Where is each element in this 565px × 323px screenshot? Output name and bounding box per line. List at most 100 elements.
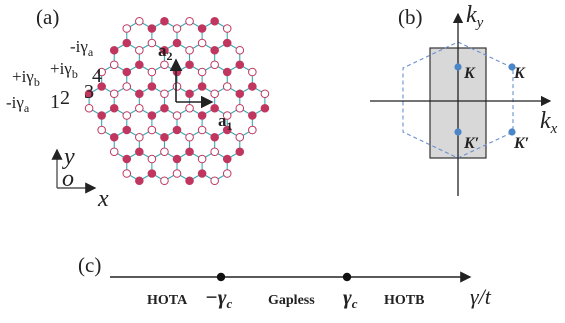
lattice-site-circle [185, 132, 194, 142]
lattice-site-circle [210, 89, 219, 99]
lattice-site-circle [160, 45, 169, 55]
lattice-site-circle [222, 82, 232, 91]
lattice-site-circle [197, 125, 207, 135]
lattice-site-circle [210, 176, 219, 186]
lattice-site-circle [135, 60, 144, 70]
coupling-label-top: -iγa [70, 37, 94, 59]
lattice-site-circle [185, 147, 194, 157]
k-point-outer-top [508, 63, 516, 71]
lattice-site-circle [185, 103, 194, 113]
k-point-inner-top [454, 63, 462, 71]
lattice-site-circle [147, 82, 157, 91]
phase-label-hotb: HOTB [384, 293, 424, 308]
site-number-3: 3 [84, 81, 94, 103]
lattice-site-circle [197, 82, 207, 91]
lattice-site-circle [197, 24, 207, 33]
lattice-site-circle [185, 176, 194, 186]
lattice-site-circle [185, 60, 194, 70]
lattice-site-circle [135, 103, 144, 113]
lattice-site-circle [147, 125, 157, 135]
tick-label-minus-gamma-c: −γc [205, 285, 232, 311]
lattice-site-circle [97, 125, 106, 135]
lattice-site-circle [135, 45, 144, 55]
k-prime-label-inner: K′ [463, 135, 479, 152]
lattice-site-circle [260, 89, 270, 99]
k-point-label-outer: K [513, 65, 526, 82]
lattice-site-circle [185, 89, 194, 99]
lattice-site-circle [135, 89, 144, 99]
lattice-site-circle [122, 169, 132, 178]
lattice-site-circle [160, 132, 169, 142]
axis-y-label: y [62, 144, 75, 170]
lattice-site-circle [160, 103, 169, 113]
lattice-site-circle [222, 154, 232, 164]
lattice-site-circle [235, 103, 245, 113]
phase-label-gapless: Gapless [268, 293, 315, 308]
lattice-site-circle [109, 89, 119, 99]
kx-axis-label: kx [540, 108, 558, 137]
lattice-site-circle [97, 111, 106, 120]
coupling-label-left-upper: +iγb [12, 67, 40, 89]
panel-b-label: (b) [398, 5, 423, 29]
k-prime-point-inner [454, 128, 462, 136]
lattice-site-circle [122, 67, 132, 77]
lattice-site-circle [122, 82, 132, 91]
vector-a2-label: a2 [158, 41, 173, 63]
lattice-site-circle [109, 60, 119, 70]
lattice-site-circle [210, 45, 219, 55]
lattice-site-circle [222, 24, 232, 33]
lattice-site-circle [222, 169, 232, 178]
lattice-site-circle [248, 67, 257, 77]
lattice-site-circle [197, 169, 207, 178]
lattice-site-circle [109, 45, 119, 55]
coupling-label-left-lower: -iγa [6, 93, 30, 115]
lattice-site-circle [147, 111, 157, 120]
lattice-site-circle [97, 67, 106, 77]
lattice-site-circle [248, 111, 257, 120]
lattice-site-circle [248, 82, 257, 91]
panel-c-label: (c) [78, 253, 101, 277]
lattice-site-circle [222, 67, 232, 77]
lattice-site-circle [172, 24, 182, 33]
lattice-site-circle [160, 16, 169, 26]
panel-c: (c) HOTA −γc Gapless γc HOTB γ/t [78, 253, 492, 311]
coupling-label-mid: +iγb [50, 59, 78, 81]
lattice-site-circle [109, 147, 119, 157]
lattice-site-circle [122, 38, 132, 48]
lattice-site-circle [147, 67, 157, 77]
lattice-site-circle [97, 82, 106, 91]
lattice-site-circle [185, 16, 194, 26]
lattice-site-circle [84, 89, 94, 99]
lattice-site-circle [147, 169, 157, 178]
critical-point-positive [342, 272, 352, 282]
site-number-4: 4 [92, 65, 102, 87]
lattice-site-circle [248, 125, 257, 135]
lattice-sites [84, 16, 270, 186]
k-prime-point-outer [508, 128, 516, 136]
lattice-site-circle [122, 24, 132, 33]
lattice-site-circle [197, 38, 207, 48]
lattice-site-circle [235, 45, 245, 55]
lattice-site-circle [210, 60, 219, 70]
lattice-site-circle [172, 82, 182, 91]
site-number-1: 1 [50, 91, 60, 113]
lattice-site-circle [147, 38, 157, 48]
k-point-label-inner: K [463, 65, 476, 82]
lattice-site-circle [122, 125, 132, 135]
tick-label-gamma-c: γc [343, 285, 358, 311]
lattice-site-circle [235, 89, 245, 99]
lattice-site-circle [135, 176, 144, 186]
lattice-site-circle [172, 111, 182, 120]
lattice-site-circle [172, 169, 182, 178]
lattice-site-circle [210, 132, 219, 142]
lattice-site-circle [109, 103, 119, 113]
lattice-site-circle [135, 16, 144, 26]
lattice-site-circle [197, 154, 207, 164]
lattice-site-circle [147, 154, 157, 164]
lattice-site-circle [122, 111, 132, 120]
ky-axis-label: ky [466, 2, 484, 31]
lattice-site-circle [172, 125, 182, 135]
axis-x-label: x [97, 186, 109, 212]
phase-label-hota: HOTA [147, 293, 188, 308]
